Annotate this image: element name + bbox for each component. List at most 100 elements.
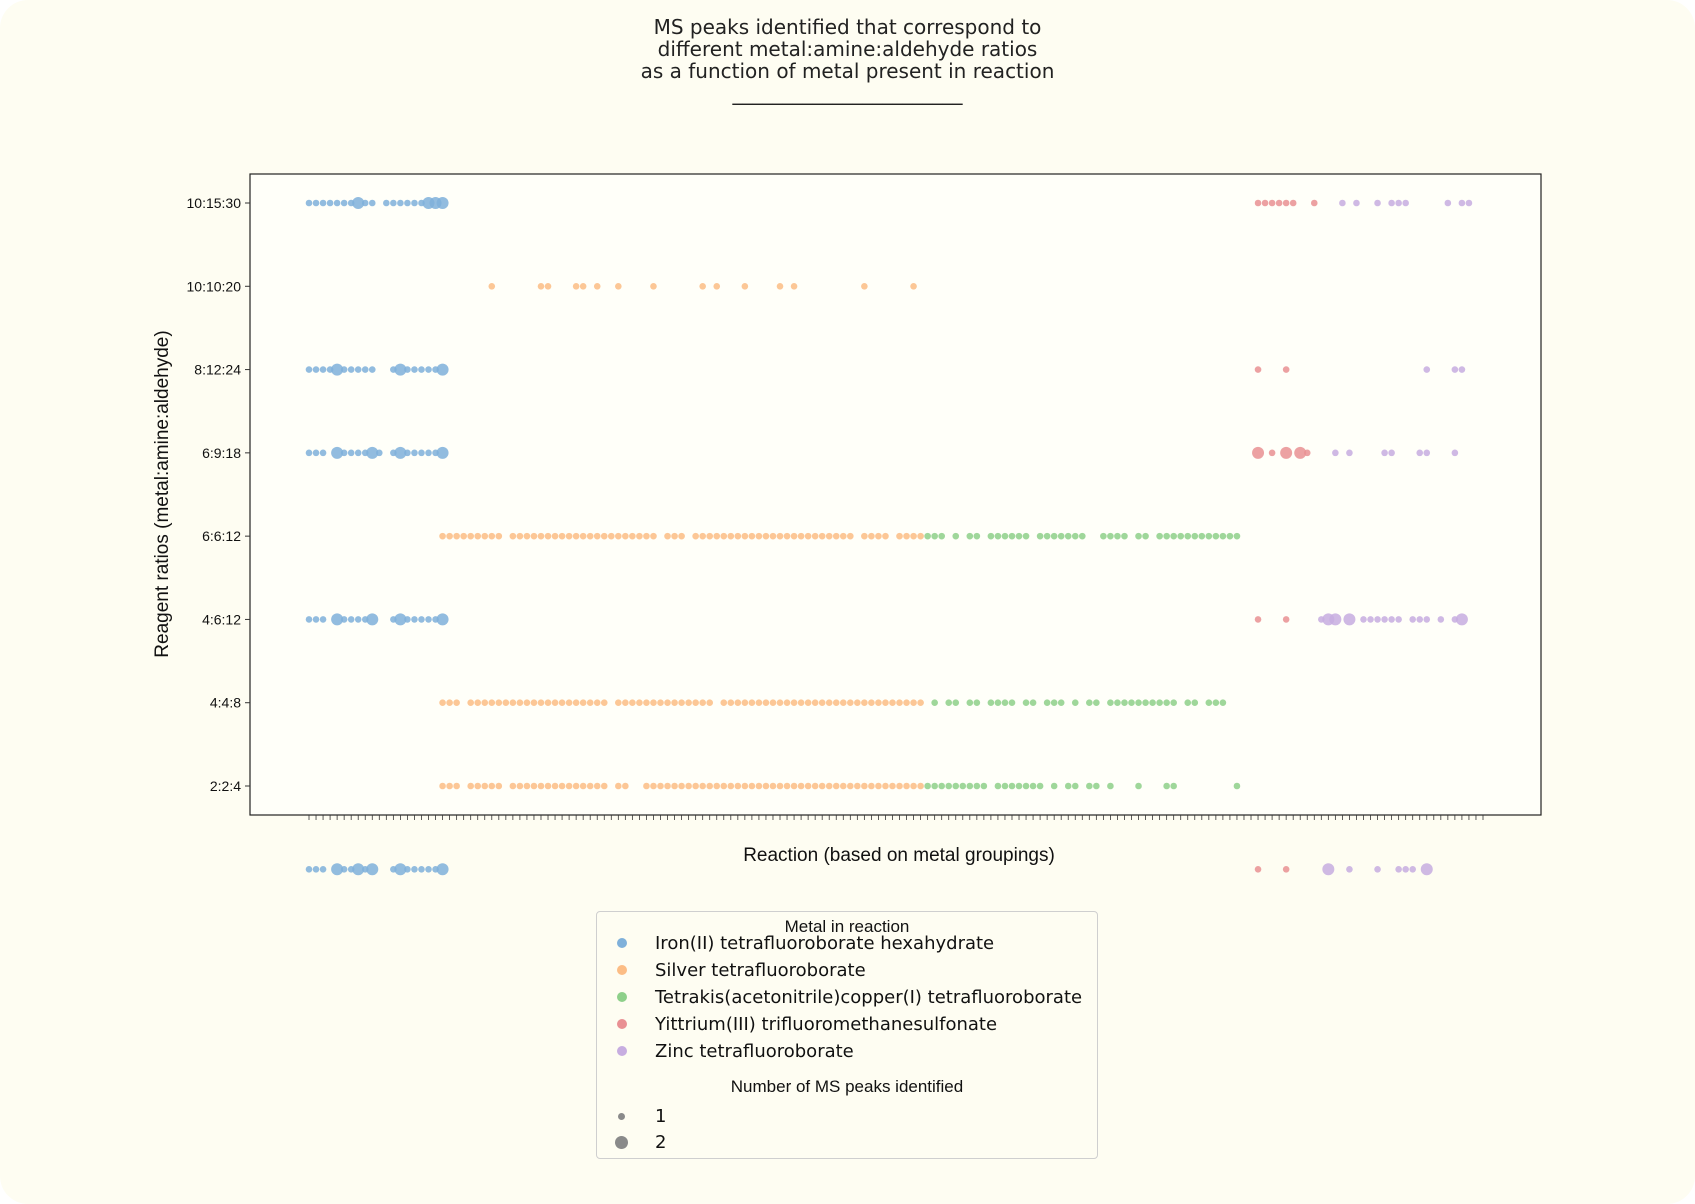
data-point [312,449,320,457]
data-point [544,282,552,290]
data-point [593,782,601,790]
data-point [685,699,692,707]
data-point [973,782,981,790]
data-point [1254,366,1262,373]
data-point [1261,199,1269,207]
data-point [366,613,379,626]
data-point [1135,782,1142,790]
data-point [1388,616,1395,623]
data-point [312,616,320,623]
data-point [394,446,407,459]
x-axis-ticks [308,815,1484,820]
data-point [769,699,777,707]
data-point [1294,446,1307,459]
data-point [1254,865,1262,873]
legend-hue-title: Metal in reaction [784,917,910,936]
data-point [488,282,496,290]
data-point [727,532,735,540]
data-point [383,199,390,207]
data-point [418,366,425,373]
data-point [861,532,868,540]
data-point [418,449,425,457]
data-point [1093,782,1100,790]
data-point [945,699,953,707]
data-point [664,532,671,540]
data-point [1022,699,1030,707]
data-point [615,532,622,540]
data-point [839,782,847,790]
data-point [839,532,847,540]
data-point [1036,782,1044,790]
data-point [340,199,348,207]
data-point [643,699,650,707]
data-point [354,616,362,623]
data-point [762,782,770,790]
data-point [875,699,882,707]
data-point [994,699,1002,707]
data-point [931,782,938,790]
data-point [436,197,449,209]
data-point [1388,199,1395,207]
data-point [1252,446,1265,459]
legend-color-dot [617,992,627,1002]
legend-item-label: Yittrium(III) trifluoromethanesulfonate [655,1013,998,1035]
data-point [804,782,812,790]
data-point [699,282,706,290]
data-point [551,532,559,540]
data-point [727,699,735,707]
data-point [1078,532,1086,540]
data-point [797,532,805,540]
data-point [762,532,770,540]
data-point [319,366,327,373]
data-point [1008,782,1016,790]
data-point [446,782,453,790]
data-point [551,782,559,790]
data-point [1420,863,1433,876]
data-point [411,366,418,373]
legend-item-label: Iron(II) tetrafluoroborate hexahydrate [655,932,995,954]
legend-size-large: 2 [597,1129,1097,1155]
data-point [1135,699,1142,707]
data-point [516,699,524,707]
data-point [1170,532,1177,540]
data-point [741,532,749,540]
data-point [326,199,334,207]
data-point [1303,449,1311,457]
data-point [910,782,917,790]
data-point [418,616,425,623]
data-point [516,532,524,540]
data-point [1388,449,1395,457]
data-point [790,699,798,707]
legend-item-label: Tetrakis(acetonitrile)copper(I) tetraflu… [655,986,1083,1008]
data-point [600,532,608,540]
data-point [706,782,714,790]
data-point [537,532,545,540]
legend: Metal in reaction Iron(II) tetrafluorobo… [596,911,1098,1159]
data-point [720,699,728,707]
data-point [509,782,517,790]
data-point [340,616,348,623]
data-point [331,613,344,626]
data-point [889,782,896,790]
data-point [439,782,446,790]
data-point [1163,782,1170,790]
data-point [530,699,538,707]
data-point [425,616,432,623]
data-point [1205,532,1213,540]
data-point [390,199,397,207]
data-point [966,782,974,790]
data-point [1015,782,1023,790]
data-point [952,532,960,540]
data-point [488,782,496,790]
data-point [615,699,622,707]
data-point [1071,782,1079,790]
data-point [1022,532,1030,540]
data-point [994,782,1002,790]
data-point [453,532,460,540]
data-point [425,366,432,373]
data-point [1381,449,1388,457]
data-point [1001,782,1009,790]
data-point [1100,532,1107,540]
data-point [544,532,552,540]
data-point [347,616,355,623]
